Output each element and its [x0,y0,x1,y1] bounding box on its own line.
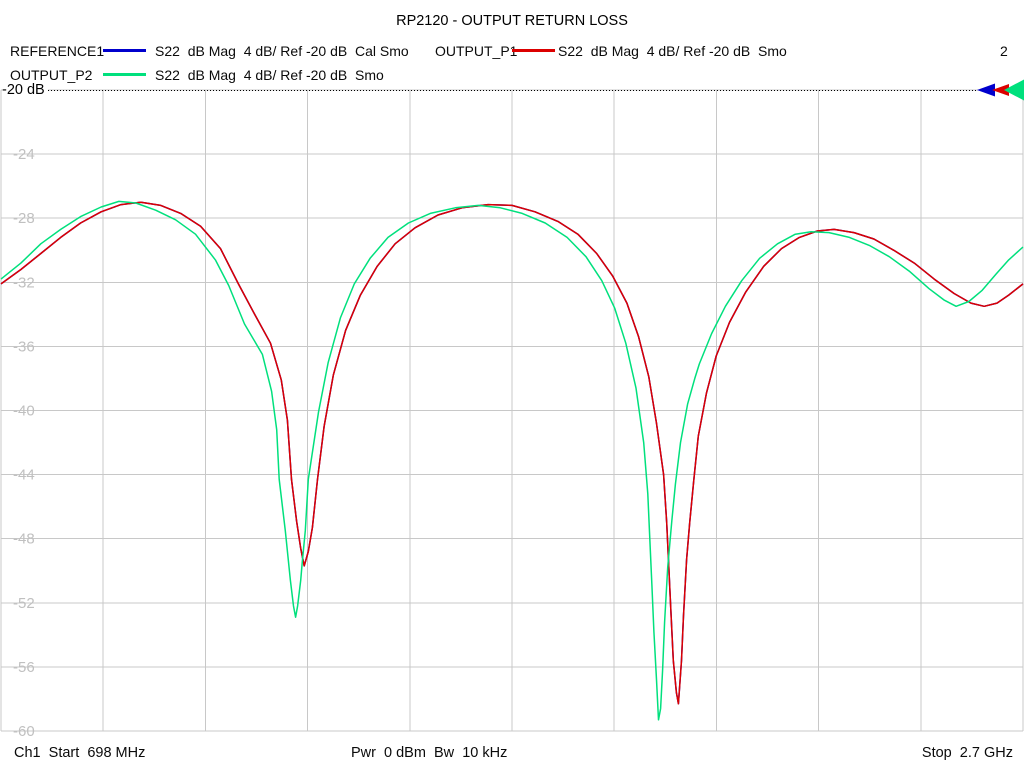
reference-level-label: -20 dB [2,82,48,98]
legend-swatch-reference1 [103,49,146,52]
y-tick-label: -44 [13,467,35,484]
ref-level-marker-output_p2[interactable] [1004,79,1024,101]
page-title: RP2120 - OUTPUT RETURN LOSS [396,13,628,29]
legend-trace-desc-reference1: S22 dB Mag 4 dB/ Ref -20 dB Cal Smo [155,43,409,59]
y-tick-label: -36 [13,338,35,355]
legend-trace-desc-output-p1: S22 dB Mag 4 dB/ Ref -20 dB Smo [558,43,787,59]
legend-swatch-output-p2 [103,73,146,76]
legend-trace-desc-output-p2: S22 dB Mag 4 dB/ Ref -20 dB Smo [155,67,384,83]
legend-trace-name-output-p2[interactable]: OUTPUT_P2 [10,67,93,83]
ref-level-marker-output_p1[interactable] [992,84,1009,96]
legend-trace-name-reference1[interactable]: REFERENCE1 [10,43,105,59]
y-axis-labels: -24 -28 -32 -36 -40 -44 -48 -52 -56 -60 [13,146,35,740]
y-tick-label: -24 [13,146,35,163]
y-tick-label: -32 [13,274,35,291]
legend-swatch-output-p1 [512,49,555,52]
trace-output_p1 [0,201,1024,705]
y-tick-label: -52 [13,595,35,612]
y-tick-label: -28 [13,210,35,227]
y-tick-label: -48 [13,531,35,548]
grid [0,89,1024,732]
legend-trace-name-output-p1[interactable]: OUTPUT_P1 [435,43,518,59]
channel-indicator: 2 [1000,43,1008,59]
ref-level-marker-reference1[interactable] [977,83,995,97]
footer-start-frequency: Ch1 Start 698 MHz [14,745,146,761]
trace-output_p2 [0,200,1024,721]
footer-power-bandwidth: Pwr 0 dBm Bw 10 kHz [351,745,508,761]
footer-stop-frequency: Stop 2.7 GHz [921,745,1013,761]
y-tick-label: -40 [13,403,35,420]
y-tick-label: -56 [13,659,35,676]
y-tick-label: -60 [13,723,35,740]
